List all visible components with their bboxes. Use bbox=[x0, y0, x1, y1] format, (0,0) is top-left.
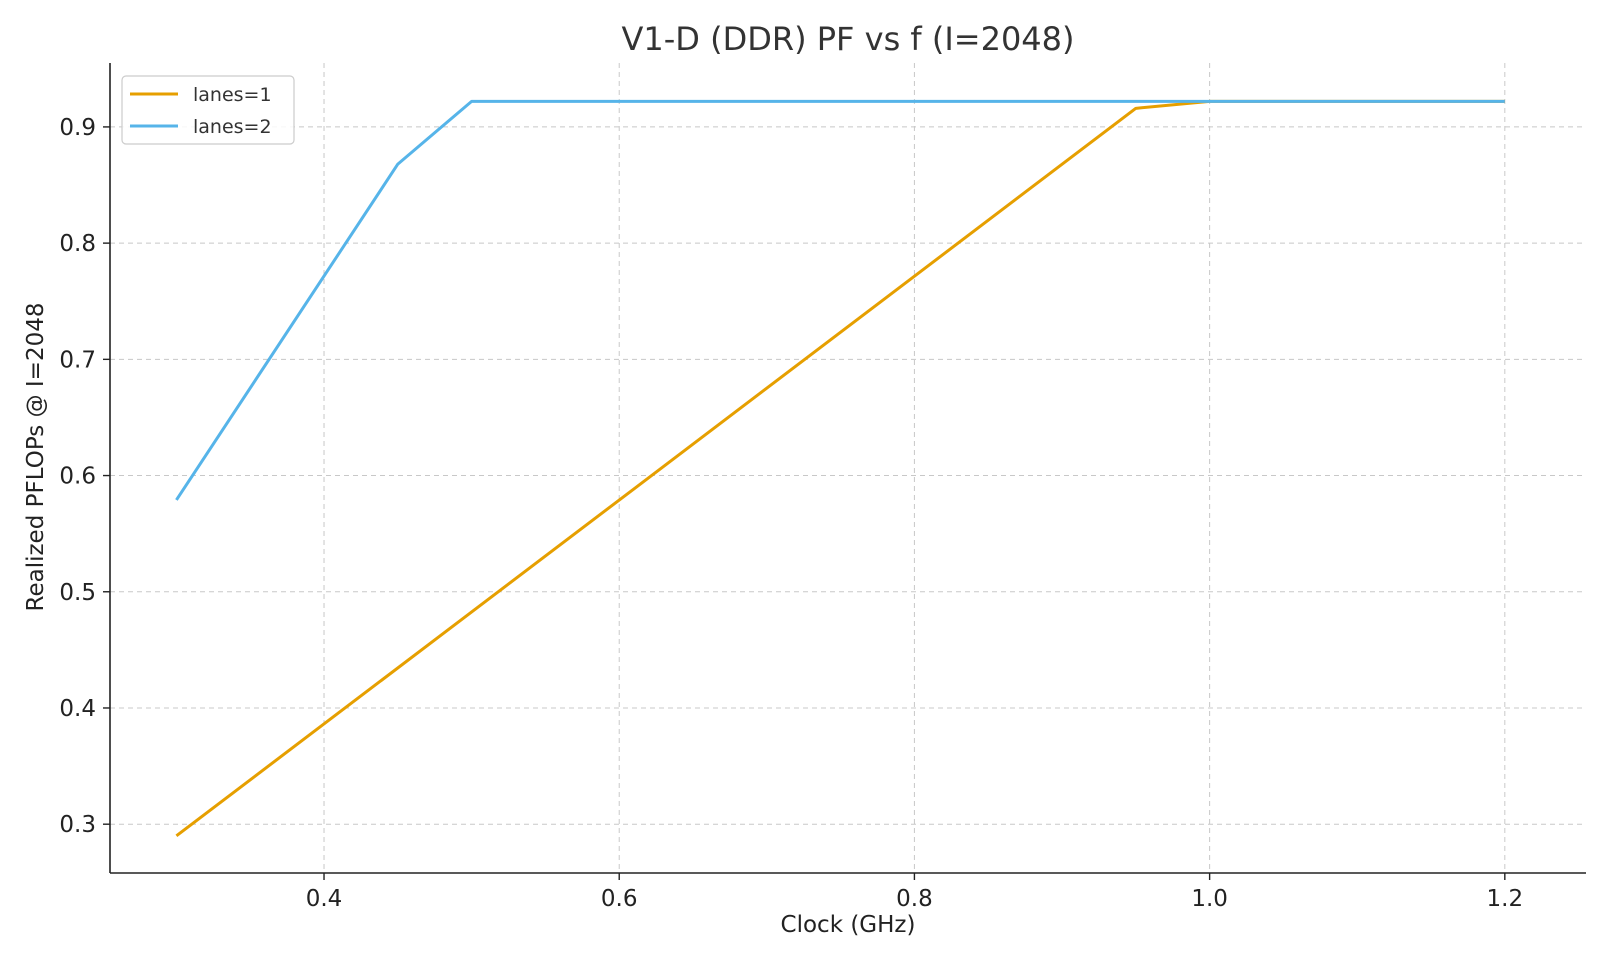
legend: lanes=1 lanes=2 bbox=[121, 75, 295, 145]
series-line-1 bbox=[175, 99, 1505, 838]
y-tick-label: 0.6 bbox=[59, 464, 96, 490]
x-tick-label: 1.0 bbox=[1191, 886, 1228, 912]
axes bbox=[109, 63, 1586, 874]
series-group bbox=[175, 99, 1505, 838]
x-tick-label: 0.6 bbox=[601, 886, 638, 912]
y-tick-label: 0.4 bbox=[59, 696, 96, 722]
x-tick-label: 0.8 bbox=[896, 886, 933, 912]
x-axis-label: Clock (GHz) bbox=[781, 912, 916, 938]
y-tick-label: 0.7 bbox=[59, 347, 96, 373]
y-tick-label: 0.9 bbox=[59, 115, 96, 141]
y-tick-label: 0.5 bbox=[59, 580, 96, 606]
y-axis-label: Realized PFLOPs @ I=2048 bbox=[23, 303, 49, 612]
chart-title: V1-D (DDR) PF vs f (I=2048) bbox=[621, 20, 1074, 58]
y-tick-label: 0.3 bbox=[59, 812, 96, 838]
legend-label-2: lanes=2 bbox=[193, 116, 272, 138]
ticks: 0.4 0.6 0.8 1.0 1.2 0.3 0.4 0.5 0.6 0.7 0.8 0.9 bbox=[59, 115, 1523, 912]
legend-label-1: lanes=1 bbox=[193, 84, 272, 106]
series-line-2 bbox=[175, 99, 1505, 501]
legend-items: lanes=1 lanes=2 bbox=[130, 84, 272, 138]
grid bbox=[110, 63, 1586, 873]
x-tick-label: 1.2 bbox=[1487, 886, 1524, 912]
x-tick-label: 0.4 bbox=[306, 886, 343, 912]
y-tick-label: 0.8 bbox=[59, 231, 96, 257]
